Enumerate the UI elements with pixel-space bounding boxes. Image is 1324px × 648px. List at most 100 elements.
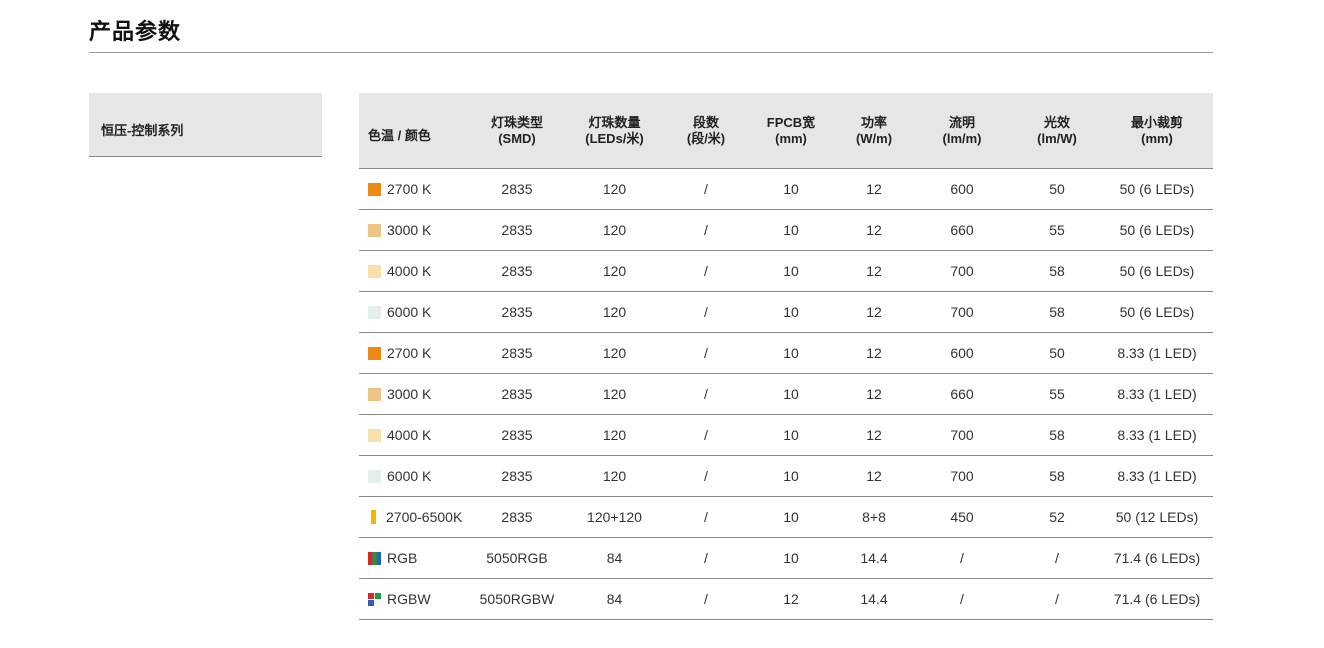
cell-fpcb: 10 [745, 209, 837, 251]
cell-fpcb: 10 [745, 537, 837, 579]
cell-smd: 2835 [472, 414, 562, 456]
table-row: RGB 5050RGB 84/10 14.4//71.4 (6 LEDs) [359, 537, 1213, 579]
table-row: 3000 K 2835 120/10 12 660 55 8.33 (1 LED) [359, 373, 1213, 415]
cell-cct: 6000 K [359, 455, 472, 497]
cell-power: 12 [837, 291, 911, 333]
cell-leds: 120 [562, 291, 667, 333]
cell-leds: 120 [562, 373, 667, 415]
cell-cct: 2700-6500K [359, 496, 472, 538]
cell-smd: 2835 [472, 496, 562, 538]
page-title: 产品参数 [89, 19, 182, 44]
cell-leds: 120 [562, 250, 667, 292]
cell-fpcb: 10 [745, 414, 837, 456]
cell-segments: / [667, 455, 745, 497]
cell-smd: 5050RGBW [472, 578, 562, 620]
cell-lumen: / [911, 537, 1013, 579]
cell-power: 14.4 [837, 578, 911, 620]
table-row: 2700-6500K 2835 120+120/10 8+8 450 52 50 (12 L… [359, 496, 1213, 538]
cell-fpcb: 12 [745, 578, 837, 620]
cell-lumen: 660 [911, 373, 1013, 415]
cell-segments: / [667, 250, 745, 292]
cell-power: 12 [837, 414, 911, 456]
table-header-row: 色温 / 颜色 灯珠类型 (SMD) 灯珠数量 (LEDs/米) 段数 (段/米) F… [359, 93, 1213, 169]
cell-leds: 120 [562, 209, 667, 251]
cell-efficacy: 50 [1013, 332, 1101, 374]
cell-lumen: 660 [911, 209, 1013, 251]
cell-power: 14.4 [837, 537, 911, 579]
header-segments: 段数 (段/米) [667, 93, 745, 169]
cct-label: RGB [387, 550, 418, 566]
header-power: 功率 (W/m) [837, 93, 911, 169]
cct-label: 2700-6500K [386, 509, 463, 525]
cct-label: 2700 K [387, 181, 432, 197]
series-label: 恒压-控制系列 [101, 123, 184, 138]
tunable-white-swatch-icon [371, 510, 376, 524]
cell-leds: 120 [562, 455, 667, 497]
cell-fpcb: 10 [745, 250, 837, 292]
spec-table: 色温 / 颜色 灯珠类型 (SMD) 灯珠数量 (LEDs/米) 段数 (段/米) F… [359, 93, 1213, 620]
color-swatch-icon [368, 265, 381, 278]
cell-lumen: 700 [911, 414, 1013, 456]
cell-cct: 3000 K [359, 373, 472, 415]
cell-efficacy: 58 [1013, 250, 1101, 292]
cct-label: 4000 K [387, 263, 432, 279]
cell-segments: / [667, 209, 745, 251]
header-smd: 灯珠类型 (SMD) [472, 93, 562, 169]
cell-segments: / [667, 373, 745, 415]
title-divider [89, 52, 1213, 53]
cell-lumen: / [911, 578, 1013, 620]
cct-label: 2700 K [387, 345, 432, 361]
cell-segments: / [667, 578, 745, 620]
cell-segments: / [667, 291, 745, 333]
cct-label: 4000 K [387, 427, 432, 443]
cell-lumen: 700 [911, 291, 1013, 333]
header-efficacy: 光效 (lm/W) [1013, 93, 1101, 169]
cell-lumen: 600 [911, 168, 1013, 210]
cell-segments: / [667, 414, 745, 456]
cell-efficacy: 58 [1013, 414, 1101, 456]
header-lumen: 流明 (lm/m) [911, 93, 1013, 169]
cell-leds: 120 [562, 414, 667, 456]
cell-power: 12 [837, 250, 911, 292]
color-swatch-icon [368, 183, 381, 196]
cell-cut: 50 (6 LEDs) [1101, 250, 1213, 292]
cell-cut: 71.4 (6 LEDs) [1101, 537, 1213, 579]
table-row: 2700 K 2835 120/10 12 600 50 50 (6 LEDs) [359, 168, 1213, 210]
cell-cct: 3000 K [359, 209, 472, 251]
cell-leds: 84 [562, 537, 667, 579]
cell-cut: 50 (6 LEDs) [1101, 209, 1213, 251]
cell-efficacy: 58 [1013, 455, 1101, 497]
cell-cut: 8.33 (1 LED) [1101, 455, 1213, 497]
cell-cct: RGB [359, 537, 472, 579]
cell-smd: 2835 [472, 291, 562, 333]
cell-fpcb: 10 [745, 332, 837, 374]
cell-leds: 120 [562, 168, 667, 210]
cell-smd: 2835 [472, 332, 562, 374]
table-row: 4000 K 2835 120/10 12 700 58 8.33 (1 LED) [359, 414, 1213, 456]
cell-power: 12 [837, 332, 911, 374]
cell-segments: / [667, 332, 745, 374]
cell-cct: 2700 K [359, 332, 472, 374]
cell-cut: 71.4 (6 LEDs) [1101, 578, 1213, 620]
cell-fpcb: 10 [745, 496, 837, 538]
color-swatch-icon [368, 224, 381, 237]
header-fpcb-width: FPCB宽 (mm) [745, 93, 837, 169]
cell-smd: 2835 [472, 168, 562, 210]
rgbw-swatch-icon [368, 593, 381, 606]
cell-lumen: 700 [911, 455, 1013, 497]
cell-segments: / [667, 168, 745, 210]
cell-cct: 4000 K [359, 250, 472, 292]
cell-efficacy: 52 [1013, 496, 1101, 538]
cell-leds: 120+120 [562, 496, 667, 538]
cell-fpcb: 10 [745, 168, 837, 210]
cell-cut: 8.33 (1 LED) [1101, 414, 1213, 456]
cell-cct: 4000 K [359, 414, 472, 456]
cct-label: 6000 K [387, 304, 432, 320]
cell-segments: / [667, 537, 745, 579]
cell-efficacy: 55 [1013, 209, 1101, 251]
cell-power: 12 [837, 455, 911, 497]
cell-leds: 84 [562, 578, 667, 620]
header-led-count: 灯珠数量 (LEDs/米) [562, 93, 667, 169]
cell-cct: 6000 K [359, 291, 472, 333]
cell-power: 12 [837, 168, 911, 210]
